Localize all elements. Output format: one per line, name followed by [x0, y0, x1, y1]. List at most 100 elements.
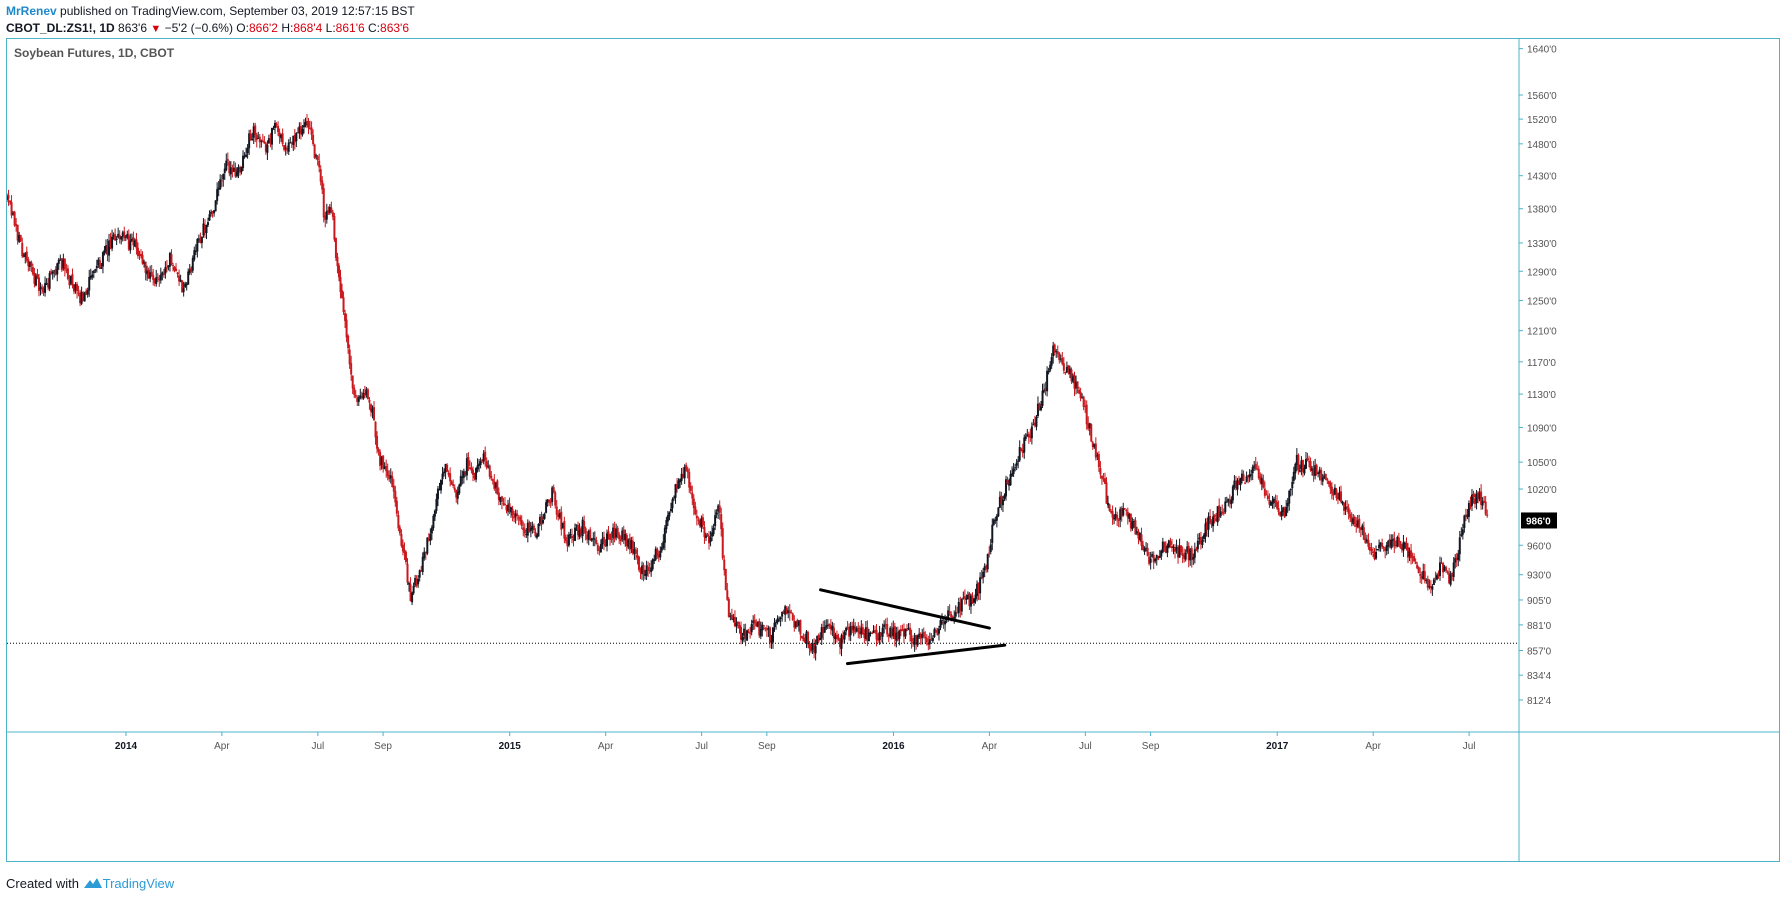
candle — [15, 218, 18, 232]
candle — [598, 546, 601, 556]
x-tick-label: Sep — [758, 741, 776, 752]
candle — [248, 129, 251, 156]
candle — [895, 626, 898, 648]
candle — [644, 569, 647, 580]
candle — [740, 621, 743, 645]
candle — [490, 471, 493, 481]
candle — [356, 395, 359, 407]
candle — [1237, 475, 1240, 485]
candle — [258, 134, 261, 149]
candle — [1265, 490, 1268, 496]
trendline[interactable] — [819, 588, 991, 630]
candle — [1420, 571, 1423, 585]
candle — [274, 120, 277, 134]
candle — [797, 619, 800, 632]
candle — [890, 622, 893, 640]
candle — [1167, 539, 1170, 549]
candle — [208, 210, 211, 222]
candle — [738, 621, 741, 634]
candle — [872, 625, 875, 634]
price-chart[interactable]: 812'4 834'4 857'0 881'0 905'0 930'0 960'0 1020'… — [7, 39, 1779, 861]
candle — [1152, 551, 1155, 570]
candle — [688, 468, 691, 494]
price-axis[interactable]: 812'4 834'4 857'0 881'0 905'0 930'0 960'0 1020'… — [1519, 45, 1557, 707]
candle — [848, 623, 851, 641]
candle — [1455, 552, 1458, 568]
candle — [607, 526, 610, 540]
candle — [272, 125, 275, 130]
candle — [997, 507, 1000, 518]
candle — [1394, 540, 1397, 549]
candle — [44, 276, 47, 297]
y-tick-label: 881'0 — [1527, 621, 1552, 632]
candle — [971, 592, 974, 604]
candle — [237, 164, 240, 179]
candle — [1486, 509, 1489, 518]
candle — [176, 272, 179, 278]
candle — [1190, 545, 1193, 568]
tradingview-brand-link[interactable]: TradingView — [102, 876, 175, 891]
time-axis[interactable]: 2014 Apr Jul Sep 2015 Apr Jul Sep 2016 Apr Jul Sep 2… — [115, 732, 1476, 752]
candle — [575, 524, 578, 531]
candle — [526, 519, 529, 543]
candle — [411, 591, 414, 606]
candle — [1117, 518, 1120, 528]
candle — [141, 251, 144, 265]
author-link[interactable]: MrRenev — [6, 4, 57, 18]
candle — [680, 468, 683, 485]
candle — [10, 195, 13, 219]
candle — [31, 263, 34, 276]
candle — [1405, 537, 1408, 551]
candle — [939, 616, 942, 631]
candle — [304, 117, 307, 128]
drawing-overlays — [7, 588, 1519, 666]
x-tick-label: Sep — [1142, 741, 1160, 752]
candle — [791, 612, 794, 621]
candle — [577, 521, 580, 540]
candle — [27, 256, 30, 272]
candle — [781, 611, 784, 622]
candle — [51, 270, 54, 280]
candle — [1359, 527, 1362, 538]
candle — [494, 482, 497, 494]
candle — [800, 635, 803, 639]
candle — [312, 129, 315, 146]
candle — [231, 164, 234, 178]
candle — [1382, 545, 1385, 552]
candle — [1225, 496, 1228, 503]
symbol-name[interactable]: CBOT_DL:ZS1!, 1D — [6, 21, 115, 35]
candle — [1068, 365, 1071, 379]
candle — [1454, 553, 1457, 569]
candle — [1250, 469, 1253, 481]
candle — [1090, 423, 1093, 443]
candle — [708, 531, 711, 550]
candle — [924, 631, 927, 644]
candle — [998, 491, 1001, 509]
candle — [669, 502, 672, 513]
low-value: 861'6 — [335, 21, 365, 35]
candle — [563, 516, 566, 544]
candle — [214, 200, 217, 212]
candle — [630, 536, 633, 554]
candle — [756, 621, 759, 628]
candle — [1011, 466, 1014, 477]
candle — [1273, 496, 1276, 509]
candle — [986, 553, 989, 573]
high-label: H: — [281, 21, 294, 35]
candle — [240, 166, 243, 175]
candle — [94, 268, 97, 274]
trendline[interactable] — [845, 643, 1007, 666]
candle — [153, 277, 156, 287]
candle — [478, 459, 481, 472]
candle — [686, 466, 689, 479]
candle — [537, 523, 540, 537]
candle — [1113, 514, 1116, 525]
candle — [867, 628, 870, 642]
candle — [1312, 460, 1315, 482]
candle — [500, 495, 503, 510]
candle — [695, 509, 698, 526]
candle — [828, 623, 831, 629]
candle — [115, 236, 118, 246]
candle — [584, 526, 587, 541]
candle — [823, 620, 826, 633]
